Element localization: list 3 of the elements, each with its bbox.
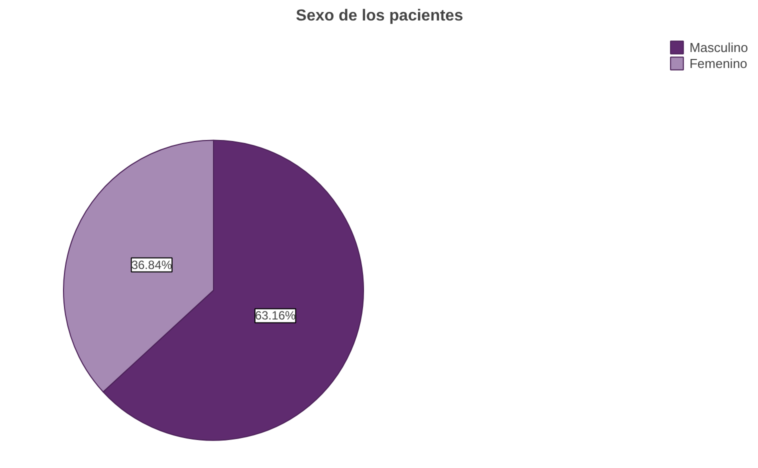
chart-title: Sexo de los pacientes (296, 8, 464, 24)
legend-label: Masculino (689, 40, 748, 54)
legend-label: Femenino (689, 56, 748, 70)
